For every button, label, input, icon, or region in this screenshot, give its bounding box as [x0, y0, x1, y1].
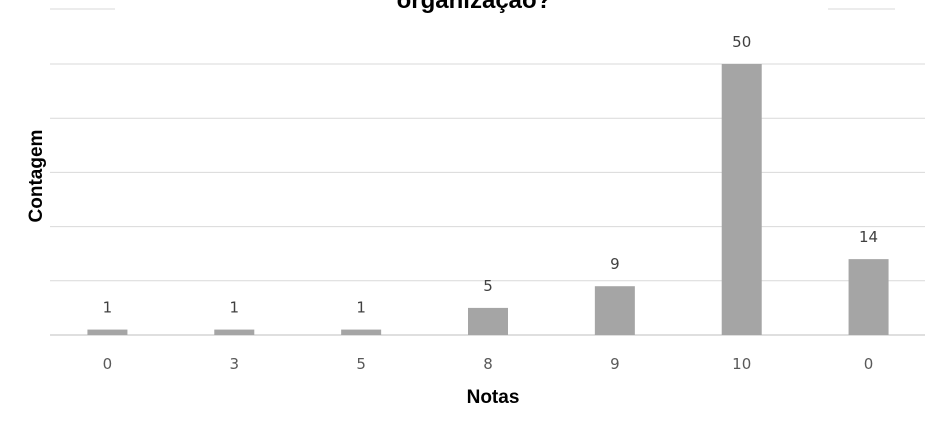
bars	[87, 64, 889, 335]
data-label-5: 50	[732, 33, 751, 51]
x-tick-label-3: 8	[483, 355, 493, 373]
x-tick-label-1: 3	[230, 355, 240, 373]
x-tick-label-0: 0	[103, 355, 113, 373]
data-label-6: 14	[859, 228, 878, 246]
x-axis-title: Notas	[467, 387, 520, 408]
y-axis-title: Contagem	[26, 130, 47, 223]
data-label-3: 5	[483, 277, 493, 295]
x-tick-label-6: 0	[864, 355, 874, 373]
x-tick-label-4: 9	[610, 355, 620, 373]
bar-1	[214, 329, 255, 335]
gridlines	[50, 8, 925, 336]
x-tick-label-2: 5	[356, 355, 366, 373]
chart-title: organização?	[397, 0, 552, 14]
data-label-0: 1	[103, 299, 113, 317]
data-label-2: 1	[356, 299, 366, 317]
bar-0	[87, 329, 128, 335]
x-tick-label-5: 10	[732, 355, 751, 373]
bar-6	[848, 259, 889, 335]
bar-3	[468, 307, 508, 335]
x-tick-labels: 0 3 5 8 9 10 0	[103, 355, 874, 373]
bar-5	[721, 64, 762, 335]
bar-2	[341, 329, 382, 335]
data-labels: 1 1 1 5 9 50 14	[103, 33, 878, 317]
data-label-4: 9	[610, 255, 620, 273]
bar-4	[594, 286, 635, 335]
data-label-1: 1	[230, 299, 240, 317]
